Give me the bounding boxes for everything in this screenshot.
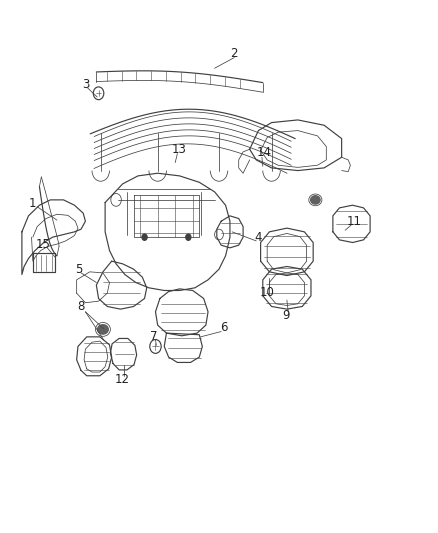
Text: 13: 13 [172,143,187,156]
Text: 2: 2 [230,47,238,60]
Text: 1: 1 [29,197,37,210]
Text: 6: 6 [219,321,227,334]
Text: 8: 8 [78,300,85,313]
Ellipse shape [97,325,108,334]
Text: 11: 11 [346,215,361,228]
Text: 15: 15 [35,238,50,251]
Text: 4: 4 [254,231,262,244]
Text: 3: 3 [82,78,89,91]
Ellipse shape [311,196,320,204]
Circle shape [186,234,191,240]
Text: 12: 12 [114,373,129,386]
Text: 9: 9 [282,309,290,322]
Text: 10: 10 [260,286,275,298]
Text: 7: 7 [149,330,157,343]
Text: 5: 5 [75,263,82,276]
Circle shape [142,234,147,240]
Text: 14: 14 [256,147,271,159]
